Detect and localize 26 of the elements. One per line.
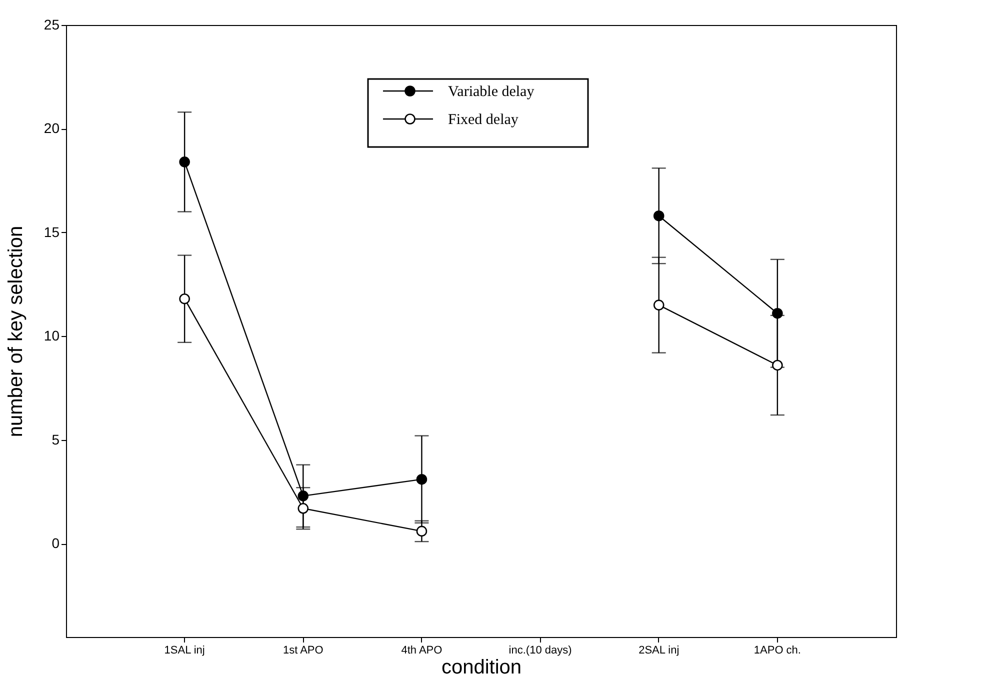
y-tick-label: 0 xyxy=(52,535,60,552)
point xyxy=(298,490,309,502)
point xyxy=(772,308,783,319)
x-tick-label: 1SAL inj xyxy=(164,644,205,656)
y-tick-label: 20 xyxy=(44,120,60,136)
x-tick-label: 2SAL inj xyxy=(638,644,680,656)
x-tick-label: 1st APO xyxy=(282,644,324,656)
x-axis-title: condition xyxy=(441,656,522,678)
point xyxy=(179,293,190,304)
point xyxy=(179,156,190,168)
legend-label: Fixed delay xyxy=(448,112,519,128)
y-tick-label: 15 xyxy=(44,224,60,240)
point xyxy=(416,474,428,485)
y-tick-label: 25 xyxy=(44,16,60,32)
point xyxy=(653,300,664,310)
y-axis-title: number of key selection xyxy=(4,226,27,438)
legend-label: Variable delay xyxy=(448,84,535,100)
x-tick-label: 4th APO xyxy=(401,644,443,656)
point xyxy=(653,210,664,222)
point xyxy=(298,502,309,514)
point xyxy=(416,526,428,537)
y-tick-label: 5 xyxy=(52,431,60,448)
point xyxy=(772,360,783,371)
y-tick-label: 10 xyxy=(44,328,60,344)
x-tick-label: inc.(10 days) xyxy=(508,644,572,656)
x-tick-label: 1APO ch. xyxy=(754,644,801,656)
